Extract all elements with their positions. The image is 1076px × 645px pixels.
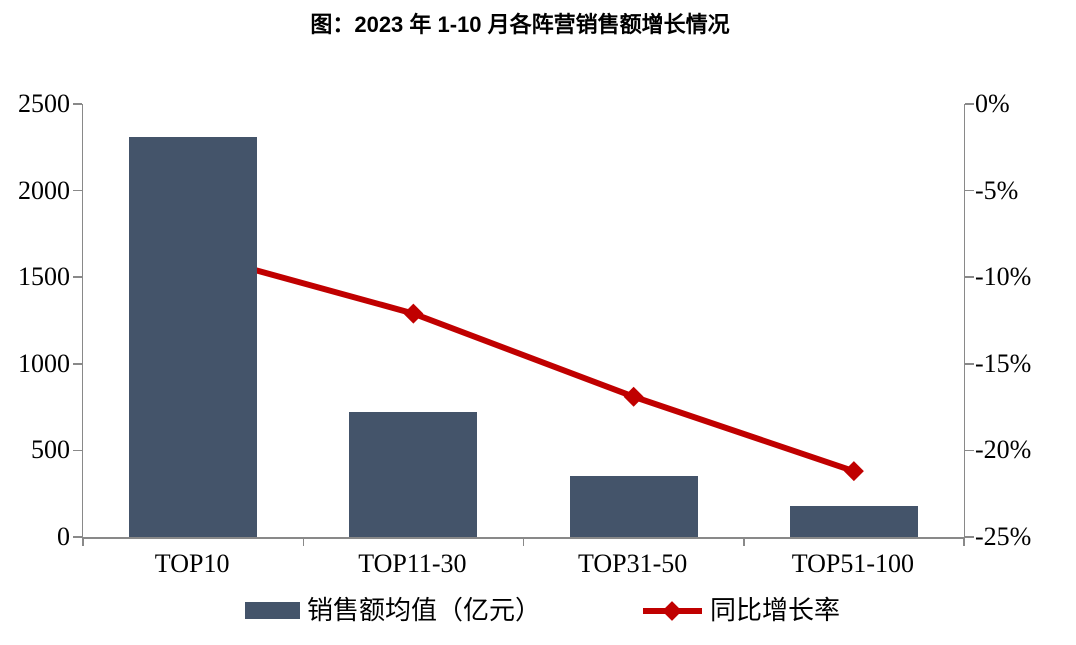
left-axis-tick	[73, 189, 82, 192]
x-axis-category-label: TOP31-50	[577, 549, 688, 578]
x-axis-tick	[963, 537, 965, 546]
left-axis-tick-label: 500	[31, 435, 70, 465]
right-axis-tick	[965, 276, 974, 278]
bar-TOP11-30	[349, 412, 478, 537]
right-axis-tick	[965, 103, 974, 105]
legend-bar-swatch	[245, 602, 300, 619]
right-axis-tick	[965, 363, 974, 365]
legend-line-label: 同比增长率	[710, 596, 841, 625]
diamond-marker-TOP31-50	[623, 386, 644, 407]
left-axis-tick	[73, 536, 82, 538]
left-axis-tick-label: 0	[57, 522, 70, 551]
x-axis-tick	[82, 537, 84, 546]
left-axis-tick	[73, 363, 82, 365]
right-axis-tick	[965, 189, 974, 192]
plot-area	[73, 103, 974, 546]
legend-bar-label: 销售额均值（亿元）	[307, 596, 542, 625]
growth-line	[192, 250, 855, 475]
right-axis-tick-label: -15%	[975, 348, 1032, 378]
left-axis-tick-label: 1500	[18, 262, 70, 292]
legend: 销售额均值（亿元） 同比增长率	[0, 594, 1076, 630]
left-axis-tick-label: 1000	[18, 348, 70, 378]
left-axis-tick	[73, 449, 82, 452]
right-axis-tick-label: -10%	[975, 262, 1032, 292]
right-axis-tick	[965, 449, 974, 452]
bar-TOP31-50	[569, 475, 698, 537]
x-axis-category-label: TOP10	[154, 549, 230, 578]
right-axis-tick-label: -25%	[975, 522, 1032, 551]
diamond-marker-TOP51-100	[843, 461, 864, 482]
left-axis-tick	[73, 276, 82, 278]
bar-TOP51-100	[789, 505, 918, 537]
x-axis-category-label: TOP51-100	[791, 549, 915, 578]
x-axis-tick	[743, 537, 745, 546]
chart-title: 图：2023 年 1-10 月各阵营销售额增长情况	[310, 12, 730, 37]
x-axis-tick	[522, 537, 525, 546]
right-axis-tick-label: -5%	[975, 175, 1019, 205]
left-axis-tick	[73, 103, 82, 105]
x-axis-category-label: TOP11-30	[358, 549, 467, 578]
left-axis-tick-label: 2000	[18, 175, 70, 205]
right-axis-tick-label: -20%	[975, 435, 1032, 465]
right-axis-tick-label: 0%	[975, 89, 1010, 118]
left-axis-tick-label: 2500	[18, 89, 70, 118]
bar-TOP10	[129, 136, 258, 537]
diamond-marker-TOP11-30	[403, 303, 424, 324]
right-axis-tick	[965, 536, 974, 538]
legend-diamond-icon	[662, 601, 682, 621]
x-axis-tick	[302, 537, 304, 546]
